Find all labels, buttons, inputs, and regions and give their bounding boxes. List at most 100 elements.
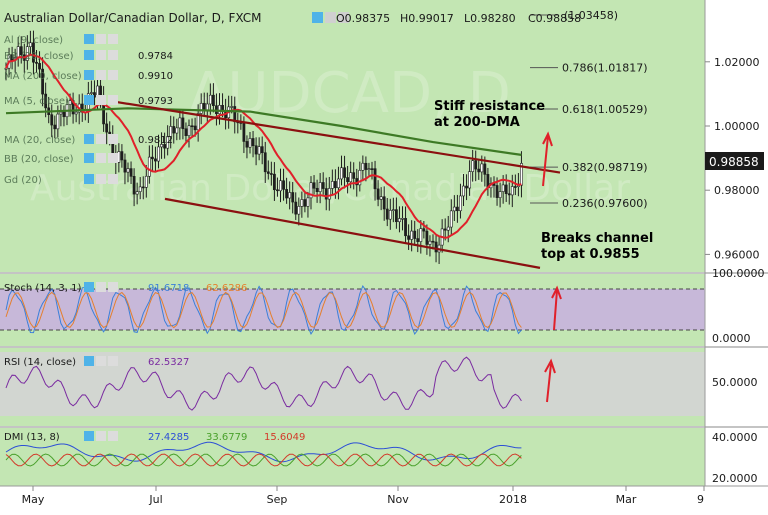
candle-body (291, 192, 295, 203)
arrow-up-rsi (544, 358, 556, 403)
candle-body (44, 93, 48, 109)
candle-body (312, 182, 316, 189)
legend-label: MA (20, close) (4, 135, 75, 146)
candle-body (126, 168, 130, 173)
candle-body (352, 172, 356, 179)
candle-body (309, 182, 313, 199)
candle-body (212, 94, 215, 106)
candle-body (391, 209, 395, 211)
dmi-plus-line (5, 453, 522, 467)
close-icon (108, 431, 118, 441)
candle-body (62, 111, 66, 118)
channel-upper (109, 99, 561, 174)
time-tick-label: Mar (616, 493, 637, 506)
candle-body (367, 168, 371, 170)
candle-body (154, 158, 157, 162)
close-icon (108, 95, 118, 105)
candle-body (269, 173, 273, 175)
candle-body (404, 218, 407, 237)
time-tick-label: 2018 (499, 493, 527, 506)
candle-body (56, 113, 60, 130)
watermark-symbol: AUDCAD, D (189, 61, 511, 126)
candle-body (477, 168, 481, 173)
candle-body (452, 206, 456, 212)
candle-body (184, 128, 188, 136)
gear-icon[interactable] (325, 12, 336, 23)
legend-label: MA (200, close) (4, 71, 82, 82)
candle-body (202, 103, 206, 111)
time-axis[interactable]: May Jul Sep Nov 2018 Mar 9 (22, 486, 705, 506)
rsi-legend-value: 62.5327 (148, 357, 189, 368)
candle-body (105, 123, 109, 133)
legend-value: 0.9793 (138, 96, 173, 107)
eye-icon (84, 134, 94, 144)
candle-body (245, 141, 249, 148)
candle-body (199, 103, 203, 114)
candle-body (230, 106, 234, 108)
candle-body (41, 68, 45, 95)
candle-body (422, 228, 426, 232)
fib-levels: (1.03458) 0.786(1.01817) 0.618(1.00529) 0.3… (530, 9, 648, 210)
fib-label: 0.618(1.00529) (562, 103, 648, 116)
candle-body (315, 187, 319, 192)
candle-body (144, 175, 148, 188)
candle-body (419, 228, 423, 242)
gear-icon (96, 282, 106, 292)
candle-body (465, 185, 468, 189)
price-axis[interactable]: 1.02000 1.00000 0.98000 0.96000 (705, 56, 760, 262)
close-icon (108, 282, 118, 292)
candle-body (434, 241, 438, 253)
dmi-legend-value: 27.4285 (148, 432, 189, 443)
candle-body (19, 46, 23, 56)
eye-icon[interactable] (312, 12, 323, 23)
candle-body (74, 111, 78, 115)
eye-icon (84, 174, 94, 184)
eye-icon (84, 34, 94, 44)
candle-body (504, 184, 508, 195)
close-icon (108, 174, 118, 184)
close-icon (108, 70, 118, 80)
candle-body (346, 177, 350, 183)
time-tick-label: Jul (148, 493, 162, 506)
candle-body (468, 171, 472, 189)
candle-body (279, 180, 282, 192)
candle-body (172, 126, 176, 134)
osc-tick-label: 100.0000 (712, 267, 765, 280)
dmi-adx-line (5, 441, 522, 463)
candle-body (257, 146, 261, 155)
price-tick-label: 0.98000 (714, 184, 760, 197)
candle-body (251, 138, 255, 147)
osc-tick-label: 0.0000 (712, 332, 751, 345)
candle-body (455, 206, 459, 212)
chart-symbol-title[interactable]: Australian Dollar/Canadian Dollar, D, FX… (4, 11, 262, 25)
stoch-k-line (5, 284, 522, 336)
legend-label: BB (20, close) (4, 51, 74, 62)
annotation-breakout-line2: top at 0.9855 (541, 247, 640, 262)
gear-icon (96, 356, 106, 366)
candle-body (431, 240, 435, 243)
current-price-label: 0.98858 (705, 152, 764, 170)
arrow-up-stoch (551, 285, 562, 331)
ohlc-readout: O0.98375 H0.99017 L0.98280 C0.98858 (336, 12, 581, 25)
candle-body (425, 230, 429, 245)
candle-body (151, 156, 154, 160)
candle-body (495, 185, 499, 198)
candle-body (330, 181, 334, 189)
close-icon[interactable] (338, 12, 349, 23)
candle-body (266, 171, 270, 174)
candle-body (282, 180, 285, 190)
dmi-legend: DMI (13, 8) (4, 432, 60, 443)
candle-body (242, 123, 246, 142)
candle-body (340, 167, 343, 180)
legend-value: 0.9784 (138, 51, 173, 62)
candle-body (401, 218, 404, 220)
candle-body (513, 186, 517, 188)
candle-body (263, 152, 267, 173)
annotation-resistance: Stiff resistance at 200-DMA (434, 99, 545, 130)
candle-body (193, 125, 197, 131)
dmi-legend-value: 33.6779 (206, 432, 247, 443)
stoch-legend-value: 62.6286 (206, 283, 247, 294)
candle-body (471, 160, 475, 172)
